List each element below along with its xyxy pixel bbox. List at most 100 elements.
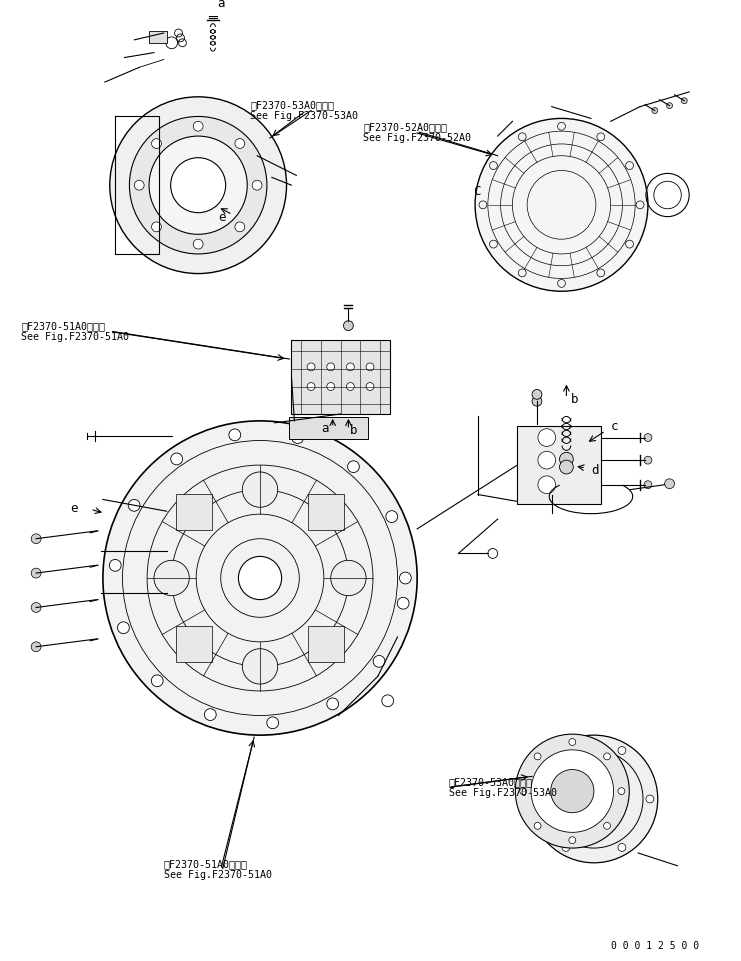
Text: See Fig.F2370-53A0: See Fig.F2370-53A0 xyxy=(448,787,556,798)
Circle shape xyxy=(534,795,542,803)
Circle shape xyxy=(569,775,619,824)
Circle shape xyxy=(665,480,674,489)
Circle shape xyxy=(344,321,353,332)
Circle shape xyxy=(327,699,339,710)
Circle shape xyxy=(532,390,542,400)
Text: 第F2370-53A0図参照: 第F2370-53A0図参照 xyxy=(448,776,533,786)
Circle shape xyxy=(348,461,359,473)
Circle shape xyxy=(193,240,203,250)
Circle shape xyxy=(644,434,652,442)
Circle shape xyxy=(110,560,121,572)
Circle shape xyxy=(292,432,304,444)
Circle shape xyxy=(154,561,189,596)
Circle shape xyxy=(618,788,625,795)
Text: b: b xyxy=(350,424,358,436)
Circle shape xyxy=(347,363,354,371)
Circle shape xyxy=(538,452,556,470)
Circle shape xyxy=(644,481,652,489)
Circle shape xyxy=(530,735,658,863)
Text: e: e xyxy=(70,502,78,514)
Circle shape xyxy=(386,511,398,523)
Circle shape xyxy=(31,642,41,652)
Circle shape xyxy=(366,383,374,391)
Circle shape xyxy=(235,223,245,233)
Circle shape xyxy=(151,676,163,687)
Circle shape xyxy=(646,795,654,803)
Text: d: d xyxy=(591,464,599,477)
Text: a: a xyxy=(321,422,328,434)
Circle shape xyxy=(644,456,652,464)
Circle shape xyxy=(31,603,41,613)
Circle shape xyxy=(193,122,203,132)
Text: C: C xyxy=(473,185,481,197)
Text: b: b xyxy=(571,392,579,406)
Circle shape xyxy=(252,181,262,191)
Circle shape xyxy=(475,119,648,292)
Circle shape xyxy=(652,109,658,114)
Circle shape xyxy=(149,137,247,235)
Text: See Fig.F2370-53A0: See Fig.F2370-53A0 xyxy=(250,111,358,121)
Circle shape xyxy=(399,573,411,584)
Circle shape xyxy=(242,649,278,684)
Circle shape xyxy=(618,844,626,851)
Bar xyxy=(176,627,212,662)
Circle shape xyxy=(562,844,570,851)
Circle shape xyxy=(515,734,629,849)
Text: 0 0 0 1 2 5 0 0: 0 0 0 1 2 5 0 0 xyxy=(611,940,699,950)
Text: See Fig.F2370-52A0: See Fig.F2370-52A0 xyxy=(363,133,471,143)
Circle shape xyxy=(397,598,409,609)
Circle shape xyxy=(134,181,144,191)
Circle shape xyxy=(31,569,41,579)
Circle shape xyxy=(562,747,570,754)
Circle shape xyxy=(534,753,541,760)
Circle shape xyxy=(128,500,140,511)
Circle shape xyxy=(327,383,335,391)
Circle shape xyxy=(519,788,527,795)
Circle shape xyxy=(604,823,611,829)
Text: 第F2370-53A0図参照: 第F2370-53A0図参照 xyxy=(250,101,334,111)
Circle shape xyxy=(330,561,366,596)
Circle shape xyxy=(152,223,162,233)
Bar xyxy=(291,341,390,414)
Circle shape xyxy=(130,117,267,255)
Bar xyxy=(517,427,601,505)
Circle shape xyxy=(667,104,673,110)
Text: 第F2370-52A0図参照: 第F2370-52A0図参照 xyxy=(363,122,447,132)
Circle shape xyxy=(239,556,282,600)
Text: 第F2370-51A0図参照: 第F2370-51A0図参照 xyxy=(21,321,105,332)
Circle shape xyxy=(373,655,385,668)
Bar xyxy=(290,417,368,439)
Circle shape xyxy=(569,739,576,746)
Circle shape xyxy=(327,363,335,371)
Circle shape xyxy=(31,534,41,544)
Circle shape xyxy=(681,99,687,105)
Circle shape xyxy=(152,139,162,149)
Circle shape xyxy=(205,709,216,721)
Bar xyxy=(308,627,344,662)
Circle shape xyxy=(382,695,393,707)
Circle shape xyxy=(170,454,182,465)
Circle shape xyxy=(531,751,614,832)
Text: 第F2370-51A0図参照: 第F2370-51A0図参照 xyxy=(164,858,247,868)
Circle shape xyxy=(604,753,611,760)
Text: See Fig.F2370-51A0: See Fig.F2370-51A0 xyxy=(21,333,130,342)
Circle shape xyxy=(532,397,542,407)
Circle shape xyxy=(308,363,315,371)
Text: e: e xyxy=(218,210,225,224)
Circle shape xyxy=(103,422,417,735)
Circle shape xyxy=(308,383,315,391)
Circle shape xyxy=(366,363,374,371)
Circle shape xyxy=(110,98,287,274)
Circle shape xyxy=(534,823,541,829)
Circle shape xyxy=(229,430,241,441)
Circle shape xyxy=(559,453,574,467)
Circle shape xyxy=(559,460,574,475)
Circle shape xyxy=(618,747,626,754)
Bar xyxy=(149,32,167,44)
Text: See Fig.F2370-51A0: See Fig.F2370-51A0 xyxy=(164,869,272,878)
Circle shape xyxy=(569,837,576,844)
Text: c: c xyxy=(611,420,618,432)
Bar xyxy=(308,495,344,530)
Circle shape xyxy=(242,473,278,507)
Circle shape xyxy=(538,430,556,447)
